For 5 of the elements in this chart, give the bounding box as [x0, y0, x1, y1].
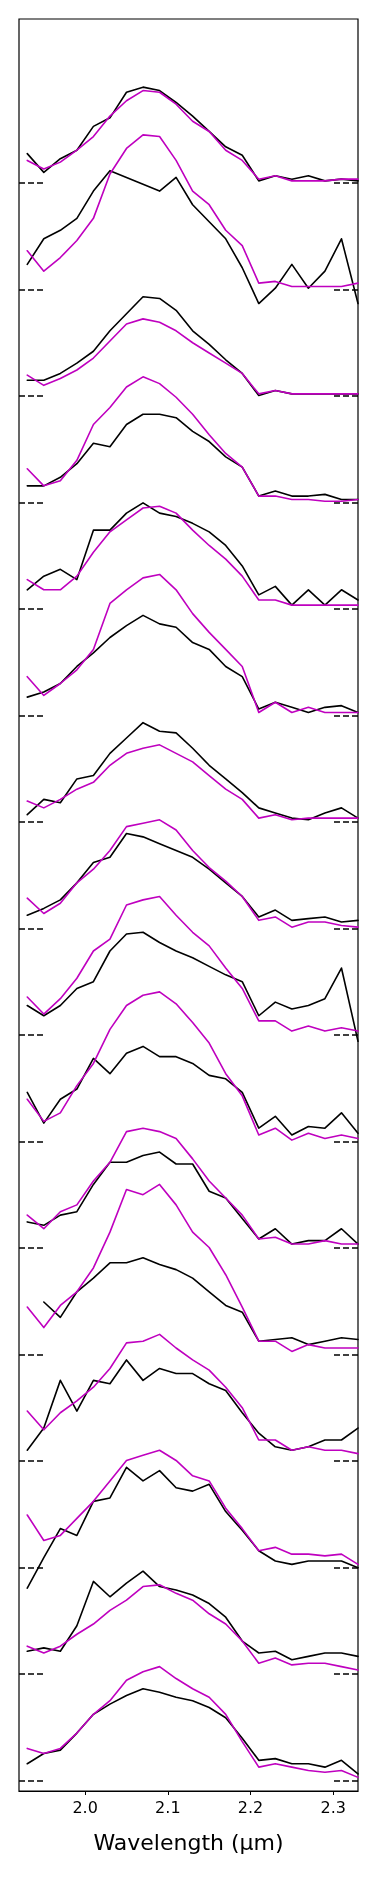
- x-tick-label: 2.0: [72, 1797, 98, 1817]
- x-axis-title: Wavelength (μm): [93, 1829, 284, 1855]
- x-tick-label: 2.2: [237, 1797, 264, 1817]
- x-tick-label: 2.1: [155, 1797, 181, 1817]
- x-tick-label: 2.3: [320, 1797, 346, 1817]
